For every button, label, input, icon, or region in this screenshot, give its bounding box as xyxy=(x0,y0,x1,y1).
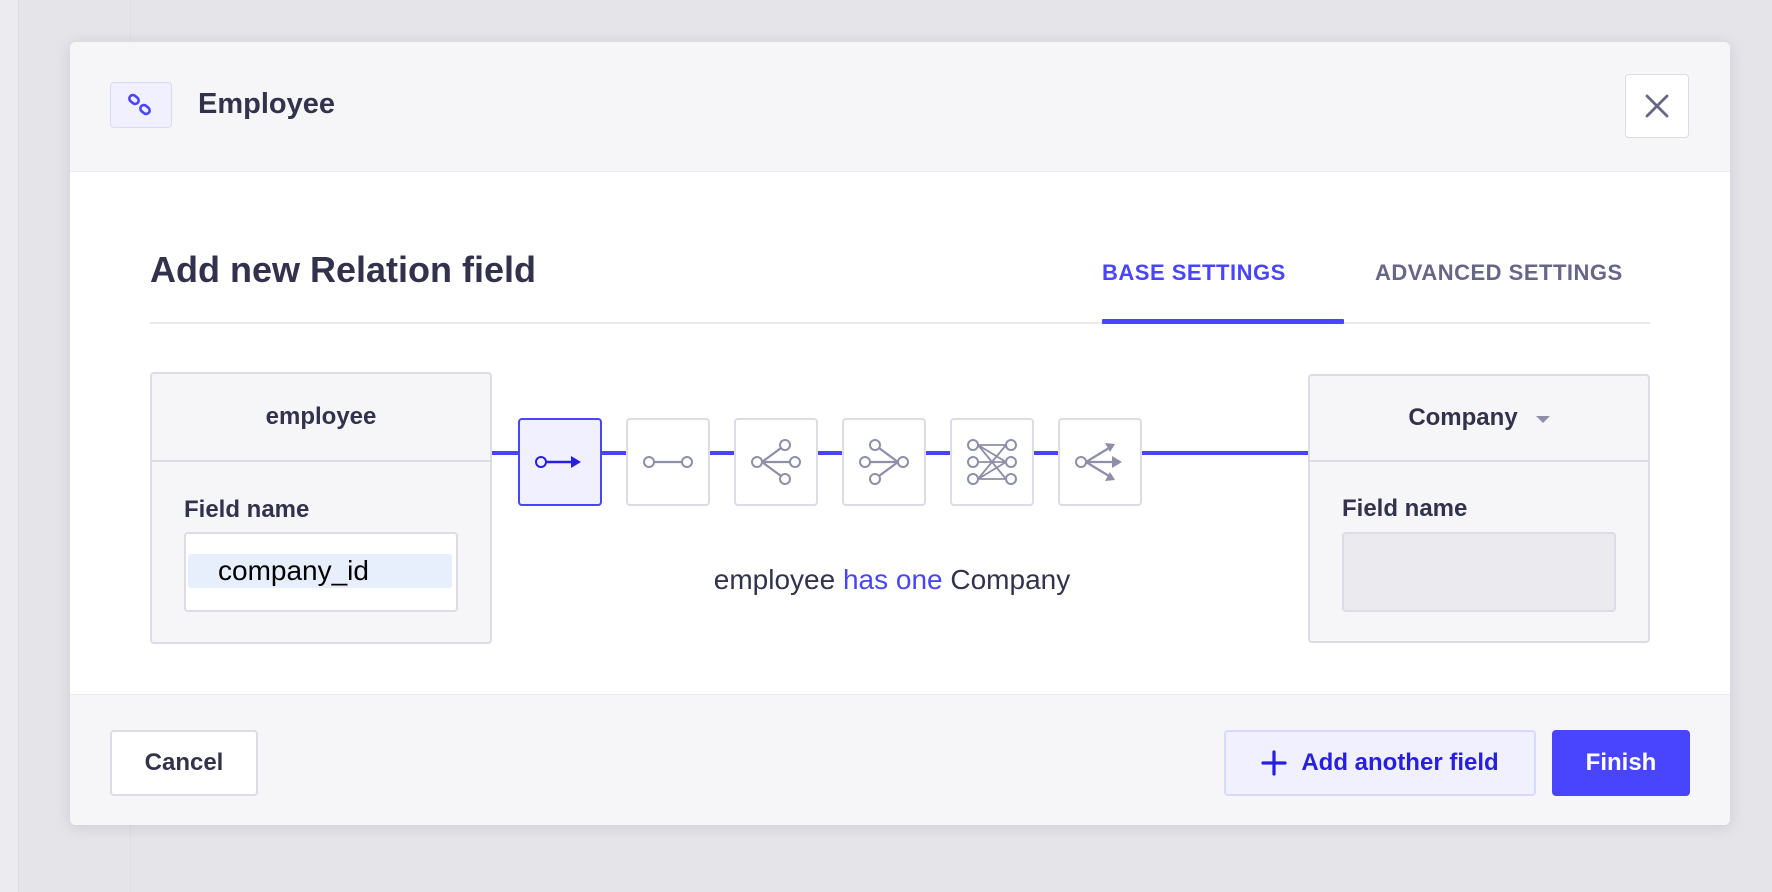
many-to-many-relation-icon xyxy=(967,439,1017,485)
relation-many-to-one-button[interactable] xyxy=(842,418,926,506)
one-way-relation-icon xyxy=(535,456,581,468)
add-another-field-button[interactable]: Add another field xyxy=(1224,730,1536,796)
relation-type-text: has one xyxy=(842,564,943,595)
relation-one-to-one-button[interactable] xyxy=(626,418,710,506)
one-to-one-relation-icon xyxy=(643,456,693,468)
cancel-button[interactable]: Cancel xyxy=(110,730,258,796)
modal-title: Employee xyxy=(198,88,335,120)
tabs-divider xyxy=(150,322,1650,324)
relation-description: employee has one Company xyxy=(598,564,1186,596)
modal-footer: Cancel Add another field Finish xyxy=(70,694,1730,825)
source-content-type-box: employee Field name company_id xyxy=(150,372,492,644)
section-title: Add new Relation field xyxy=(150,249,537,290)
relation-many-way-button[interactable] xyxy=(1058,418,1142,506)
relation-target-name: Company xyxy=(950,564,1071,595)
many-way-relation-icon xyxy=(1075,443,1122,481)
plus-icon xyxy=(1261,750,1287,776)
finish-button[interactable]: Finish xyxy=(1552,730,1690,796)
source-content-type-title: employee xyxy=(152,374,490,462)
add-another-field-label: Add another field xyxy=(1301,749,1499,776)
caret-down-icon xyxy=(1535,415,1550,423)
target-content-type-select[interactable]: Company xyxy=(1310,376,1648,462)
relation-source-name: employee xyxy=(713,564,836,595)
source-field-name-input[interactable]: company_id xyxy=(184,532,458,612)
relation-one-to-many-button[interactable] xyxy=(734,418,818,506)
source-field-name-value: company_id xyxy=(188,554,452,588)
background-sidebar xyxy=(0,0,19,892)
relation-many-to-many-button[interactable] xyxy=(950,418,1034,506)
active-tab-indicator xyxy=(1102,319,1344,324)
tab-base-settings[interactable]: BASE SETTINGS xyxy=(1102,260,1286,285)
target-field-name-input[interactable] xyxy=(1342,532,1616,612)
source-field-name-label: Field name xyxy=(184,496,310,523)
close-button[interactable] xyxy=(1625,74,1689,138)
link-icon xyxy=(110,82,172,128)
modal-header: Employee xyxy=(70,42,1730,172)
many-to-one-relation-icon xyxy=(859,439,909,485)
target-content-type-box: Company Field name xyxy=(1308,374,1650,643)
relation-one-way-button[interactable] xyxy=(518,418,602,506)
close-icon xyxy=(1645,94,1669,118)
one-to-many-relation-icon xyxy=(751,439,801,485)
relation-field-modal: Employee Add new Relation field BASE SET… xyxy=(70,42,1730,825)
target-content-type-title: Company xyxy=(1408,404,1518,431)
target-field-name-label: Field name xyxy=(1342,495,1468,522)
tab-advanced-settings[interactable]: ADVANCED SETTINGS xyxy=(1375,260,1623,285)
